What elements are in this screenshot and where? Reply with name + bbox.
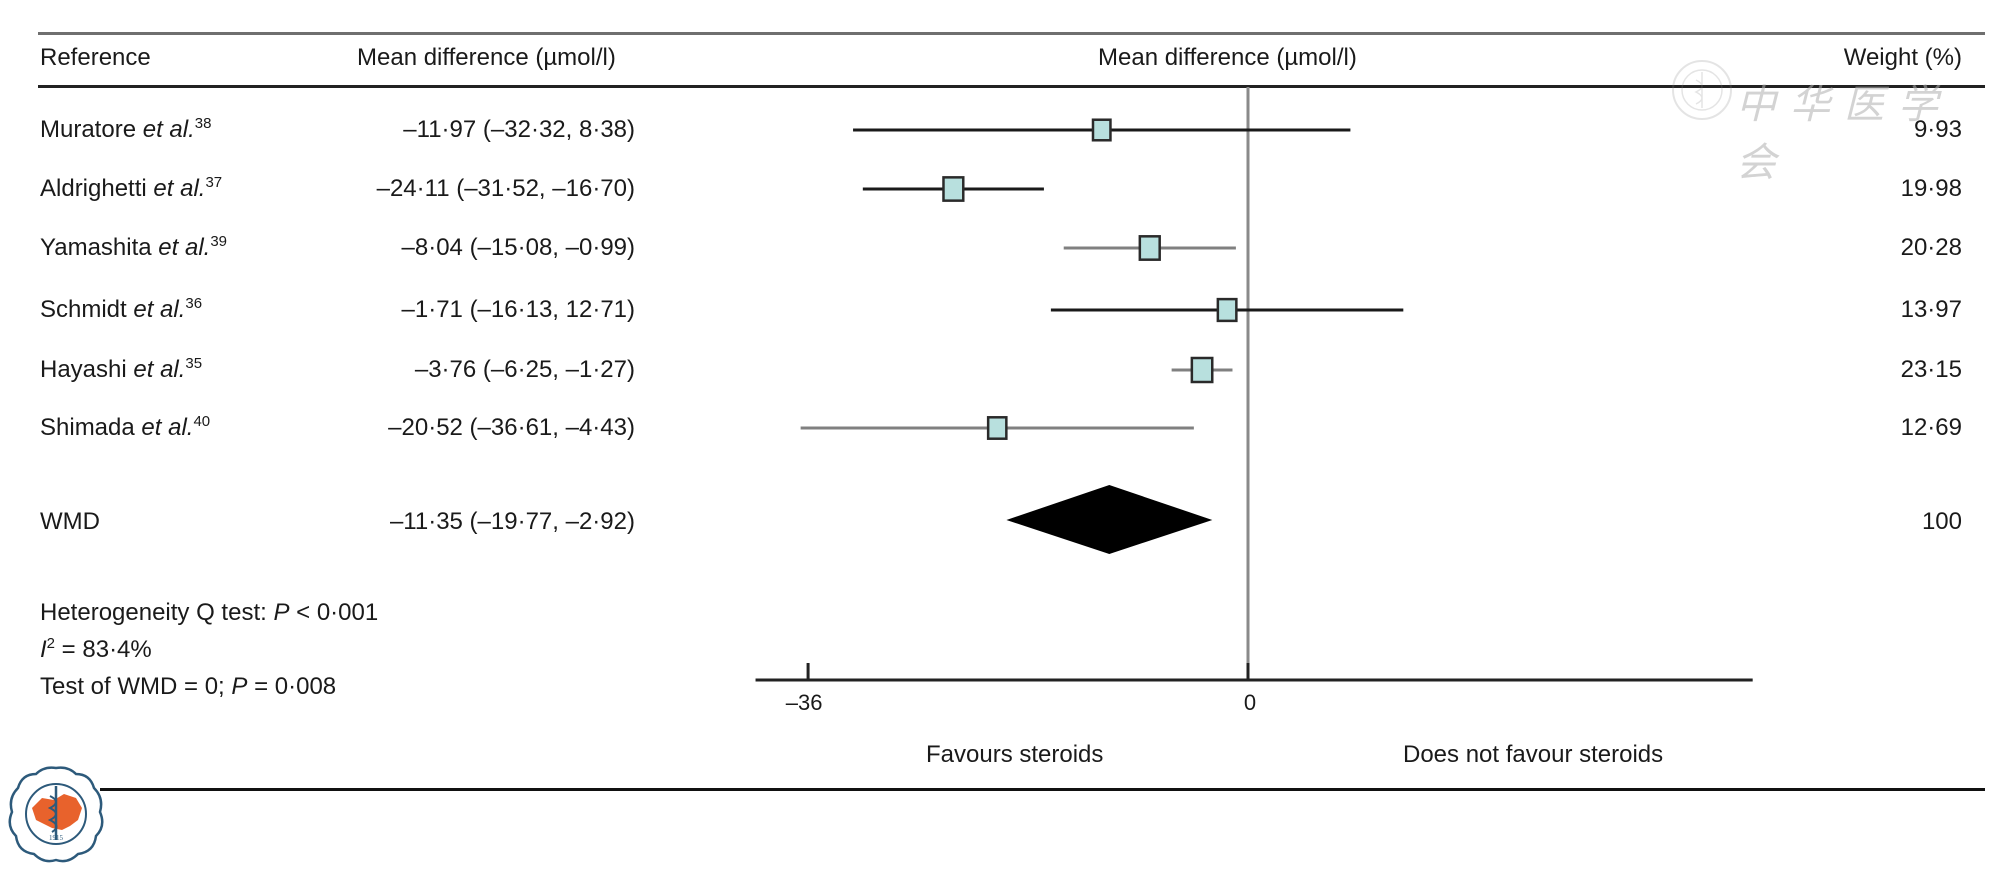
study-row-reference: Aldrighetti et al.37: [40, 174, 223, 202]
study-row-weight: 19·98: [1900, 175, 1962, 202]
point-estimate-box: [1091, 118, 1112, 142]
study-row-weight: 12·69: [1900, 414, 1962, 441]
pooled-weight: 100: [1921, 508, 1962, 535]
study-row-weight: 9·93: [1913, 116, 1962, 143]
study-row-weight: 13·97: [1900, 296, 1962, 323]
study-row-reference: Shimada et al.40: [40, 413, 211, 441]
logo-year: 1915: [49, 834, 64, 842]
heterogeneity-test: Heterogeneity Q test: P < 0·001: [40, 599, 379, 626]
watermark-text: 中华医学会: [1736, 82, 1952, 186]
point-estimate-box: [1138, 235, 1161, 261]
study-row-mean-difference: –20·52 (–36·61, –4·43): [388, 414, 635, 441]
header-reference: Reference: [40, 44, 151, 71]
wmd-test: Test of WMD = 0; P = 0·008: [40, 673, 337, 700]
point-estimate-box: [1216, 297, 1238, 323]
chinese-medical-association-logo-icon: 1915: [8, 766, 104, 863]
pooled-mean-difference: –11·35 (–19·77, –2·92): [389, 508, 635, 535]
pooled-diamond: [1006, 485, 1213, 554]
study-row-weight: 20·28: [1900, 234, 1962, 261]
bottom-rule: [100, 788, 1985, 791]
study-row-mean-difference: –24·11 (–31·52, –16·70): [376, 175, 635, 202]
study-row-mean-difference: –8·04 (–15·08, –0·99): [401, 234, 635, 261]
watermark-logo-icon: [1672, 60, 1732, 120]
study-row-reference: Muratore et al.38: [40, 115, 212, 143]
x-tick-label: –36: [786, 690, 823, 715]
does-not-favour-steroids-label: Does not favour steroids: [1403, 741, 1663, 768]
point-estimate-box: [1190, 356, 1214, 384]
favours-steroids-label: Favours steroids: [926, 741, 1103, 768]
i-squared: I2 = 83·4%: [40, 635, 152, 663]
point-estimate-box: [986, 416, 1008, 440]
study-row-mean-difference: –1·71 (–16·13, 12·71): [401, 296, 635, 323]
x-tick-label: 0: [1244, 690, 1256, 715]
header-rule: [38, 85, 1985, 88]
top-rule: [38, 32, 1985, 35]
header-plot-title: Mean difference (µmol/l): [1098, 44, 1357, 71]
point-estimate-box: [942, 176, 965, 202]
study-row-reference: Hayashi et al.35: [40, 355, 203, 383]
pooled-label: WMD: [40, 508, 100, 535]
study-row-mean-difference: –3·76 (–6·25, –1·27): [414, 356, 635, 383]
header-mean-difference: Mean difference (µmol/l): [357, 44, 616, 71]
study-row-mean-difference: –11·97 (–32·32, 8·38): [403, 116, 635, 143]
study-row-weight: 23·15: [1900, 356, 1962, 383]
header-weight: Weight (%): [1843, 44, 1962, 71]
study-row-reference: Schmidt et al.36: [40, 295, 203, 323]
study-row-reference: Yamashita et al.39: [40, 233, 227, 261]
